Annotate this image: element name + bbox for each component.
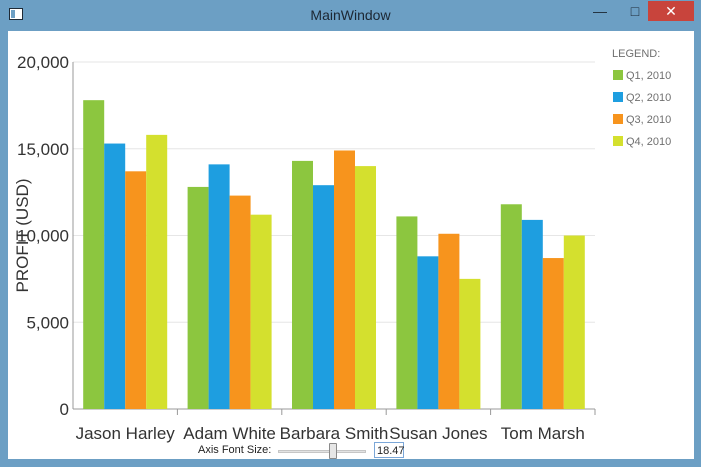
slider-thumb[interactable] — [328, 443, 337, 459]
bar — [334, 150, 355, 410]
bar — [229, 195, 251, 409]
legend-label: Q4, 2010 — [626, 136, 672, 148]
bar — [313, 185, 334, 409]
window-title: MainWindow — [310, 7, 391, 23]
legend-label: Q3, 2010 — [626, 114, 672, 126]
client-area: 0 5,000 10,000 15,000 20,000 PROFIT (USD) Jaso… — [8, 31, 694, 459]
bar — [292, 160, 313, 409]
close-button[interactable]: ✕ — [648, 1, 694, 21]
x-tick-label: Jason Harley — [76, 424, 176, 443]
y-axis-label: PROFIT (USD) — [13, 179, 32, 293]
slider-track[interactable] — [278, 450, 366, 453]
bar-chart: 0 5,000 10,000 15,000 20,000 PROFIT (USD) Jaso… — [13, 53, 596, 443]
y-tick-label: 5,000 — [26, 313, 69, 332]
bar — [521, 219, 543, 409]
bar — [83, 100, 105, 410]
bar — [146, 134, 168, 409]
bar — [355, 166, 376, 409]
bar — [438, 233, 460, 409]
legend-swatch — [613, 92, 623, 102]
x-tick-label: Tom Marsh — [501, 424, 585, 443]
y-tick-label: 10,000 — [17, 227, 69, 246]
bar — [459, 278, 481, 409]
axis-font-size-value[interactable]: 18.47 — [374, 442, 405, 458]
bar — [396, 216, 418, 409]
minimize-button[interactable]: — — [593, 3, 607, 19]
legend-swatch — [613, 114, 623, 124]
bar — [563, 235, 585, 409]
y-tick-label: 0 — [60, 400, 69, 419]
bar — [187, 186, 209, 409]
window-icon[interactable] — [9, 8, 23, 20]
x-tick-label: Susan Jones — [389, 424, 487, 443]
legend-swatch — [613, 70, 623, 80]
bar — [500, 204, 522, 409]
axis-font-size-label: Axis Font Size: — [198, 444, 272, 456]
title-bar[interactable]: MainWindow — □ ✕ — [0, 0, 701, 31]
bar — [250, 214, 272, 409]
x-tick-label: Barbara Smith — [280, 424, 389, 443]
bar — [104, 143, 126, 410]
legend-title: LEGEND: — [612, 48, 661, 60]
x-tick-label: Adam White — [183, 424, 276, 443]
legend-item: Q3, 2010 — [613, 113, 671, 127]
legend-item: Q2, 2010 — [613, 91, 671, 105]
legend-label: Q2, 2010 — [626, 92, 672, 104]
legend-label: Q1, 2010 — [626, 70, 672, 82]
legend-item: Q4, 2010 — [613, 135, 671, 149]
bar — [417, 256, 439, 409]
bar — [125, 171, 147, 409]
maximize-button[interactable]: □ — [630, 3, 640, 19]
y-tick-label: 15,000 — [17, 140, 69, 159]
legend-item: Q1, 2010 — [613, 69, 671, 83]
bar — [208, 164, 230, 409]
bar — [542, 258, 564, 409]
y-tick-label: 20,000 — [17, 53, 69, 72]
legend-swatch — [613, 136, 623, 146]
